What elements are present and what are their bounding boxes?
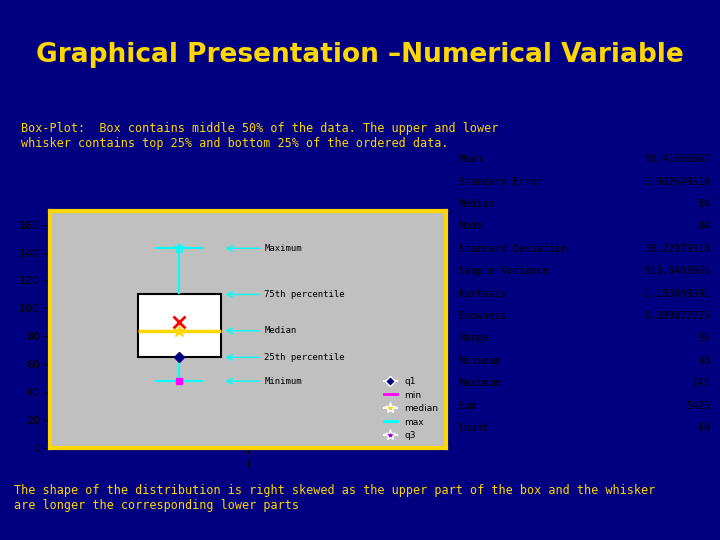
Text: 3.902649518: 3.902649518 [644, 177, 710, 187]
Text: Mode: Mode [459, 221, 483, 232]
Text: -1.183899591: -1.183899591 [638, 289, 710, 299]
Text: 90.41666667: 90.41666667 [644, 154, 710, 164]
Text: 5425: 5425 [686, 401, 710, 410]
Text: 0.389872725: 0.389872725 [644, 311, 710, 321]
Text: 25th percentile: 25th percentile [264, 353, 345, 362]
Text: Standard Error: Standard Error [459, 177, 543, 187]
Text: Maximum: Maximum [459, 378, 501, 388]
Text: 48: 48 [698, 356, 710, 366]
Text: Kurtosis: Kurtosis [459, 289, 507, 299]
Text: Skewness: Skewness [459, 311, 507, 321]
Text: Sample Variance: Sample Variance [459, 266, 549, 276]
Text: Range: Range [459, 333, 489, 343]
Text: 913.8403955: 913.8403955 [644, 266, 710, 276]
Text: Minimum: Minimum [264, 376, 302, 386]
Text: Count: Count [459, 423, 489, 433]
Text: Standard Deviation: Standard Deviation [459, 244, 567, 254]
Legend: q1, min, median, max, q3: q1, min, median, max, q3 [380, 373, 442, 444]
Text: Sum: Sum [459, 401, 477, 410]
Text: Mean: Mean [459, 154, 483, 164]
Text: 60: 60 [698, 423, 710, 433]
Text: Box-Plot:  Box contains middle 50% of the data. The upper and lower
whisker cont: Box-Plot: Box contains middle 50% of the… [22, 122, 499, 150]
Text: 84: 84 [698, 199, 710, 209]
Text: 75th percentile: 75th percentile [264, 290, 345, 299]
Bar [138, 294, 221, 357]
Text: 84: 84 [698, 221, 710, 232]
Text: The shape of the distribution is right skewed as the upper part of the box and t: The shape of the distribution is right s… [14, 484, 656, 512]
Text: Median: Median [459, 199, 495, 209]
Text: Median: Median [264, 326, 297, 335]
Text: Maximum: Maximum [264, 244, 302, 253]
Text: 95: 95 [698, 333, 710, 343]
Text: Figure 3:  Distribution of Age: Figure 3: Distribution of Age [53, 190, 293, 202]
Text: 143: 143 [692, 378, 710, 388]
Text: 30.22979318: 30.22979318 [644, 244, 710, 254]
Text: Minimum: Minimum [459, 356, 501, 366]
Text: Graphical Presentation –Numerical Variable: Graphical Presentation –Numerical Variab… [36, 42, 684, 68]
